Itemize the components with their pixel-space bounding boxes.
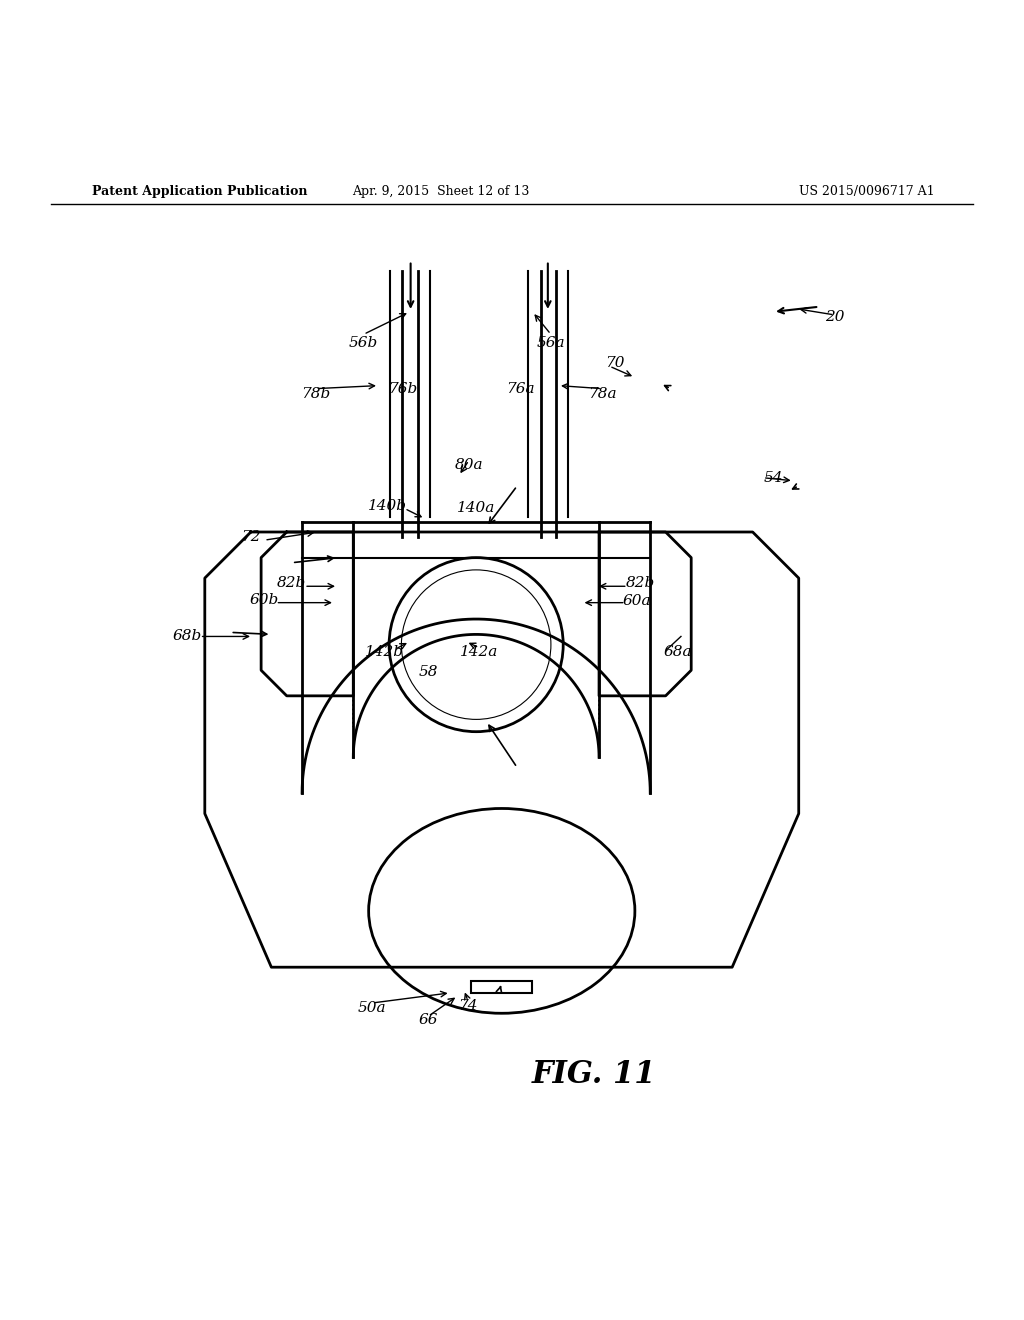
Text: 66: 66 xyxy=(418,1014,438,1027)
Text: 58: 58 xyxy=(418,665,438,680)
Text: Apr. 9, 2015  Sheet 12 of 13: Apr. 9, 2015 Sheet 12 of 13 xyxy=(351,185,529,198)
Text: 140a: 140a xyxy=(457,502,496,515)
Text: Patent Application Publication: Patent Application Publication xyxy=(92,185,307,198)
Text: 142b: 142b xyxy=(365,644,403,659)
Text: 76b: 76b xyxy=(388,381,417,396)
Text: 80a: 80a xyxy=(455,458,483,473)
Text: 82b: 82b xyxy=(626,577,654,590)
Text: 20: 20 xyxy=(824,310,845,323)
Text: 60a: 60a xyxy=(623,594,651,607)
Text: 76a: 76a xyxy=(506,381,535,396)
Text: US 2015/0096717 A1: US 2015/0096717 A1 xyxy=(799,185,934,198)
Text: 68a: 68a xyxy=(664,644,692,659)
Text: 82b: 82b xyxy=(278,577,306,590)
Text: 56b: 56b xyxy=(349,335,378,350)
Text: 50a: 50a xyxy=(357,1001,386,1015)
Text: 74: 74 xyxy=(458,999,478,1014)
Text: 56a: 56a xyxy=(537,335,565,350)
Text: 70: 70 xyxy=(604,356,625,370)
Text: 78b: 78b xyxy=(301,387,330,401)
Bar xyxy=(471,981,532,993)
Text: 142a: 142a xyxy=(460,644,499,659)
Text: 54: 54 xyxy=(763,471,783,484)
Text: 72: 72 xyxy=(241,531,261,544)
Text: 60b: 60b xyxy=(250,593,279,607)
Text: 78a: 78a xyxy=(588,387,616,401)
Text: 140b: 140b xyxy=(368,499,407,513)
Text: 68b: 68b xyxy=(173,630,202,643)
Text: FIG. 11: FIG. 11 xyxy=(531,1059,656,1090)
